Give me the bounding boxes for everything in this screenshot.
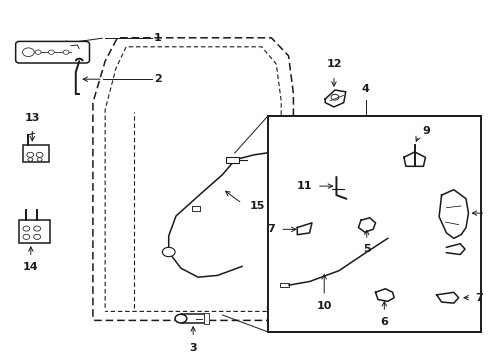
Circle shape	[37, 158, 42, 161]
Circle shape	[28, 158, 33, 161]
Text: 3: 3	[189, 343, 197, 353]
Text: 4: 4	[361, 84, 369, 94]
Text: 5: 5	[362, 244, 370, 255]
Circle shape	[35, 50, 41, 54]
Text: 11: 11	[296, 181, 311, 191]
Bar	[267, 116, 480, 332]
Text: 2: 2	[154, 74, 162, 84]
FancyBboxPatch shape	[16, 41, 89, 63]
Text: 12: 12	[325, 59, 341, 69]
Circle shape	[63, 50, 69, 54]
Circle shape	[36, 152, 43, 157]
Text: 13: 13	[24, 113, 40, 123]
Text: 10: 10	[316, 301, 331, 311]
Bar	[280, 283, 288, 287]
Circle shape	[175, 314, 186, 323]
Bar	[23, 145, 49, 162]
Bar	[19, 220, 50, 243]
Bar	[181, 314, 205, 323]
Text: 1: 1	[154, 33, 162, 43]
Text: 7: 7	[474, 293, 482, 303]
Circle shape	[23, 234, 30, 239]
Text: 15: 15	[249, 201, 264, 211]
Text: 14: 14	[23, 262, 39, 272]
Circle shape	[23, 226, 30, 231]
Text: 7: 7	[267, 224, 275, 234]
Bar	[203, 313, 208, 324]
Circle shape	[34, 226, 41, 231]
Circle shape	[27, 152, 34, 157]
Circle shape	[330, 94, 338, 100]
Text: 9: 9	[421, 126, 429, 136]
Bar	[191, 206, 199, 211]
Circle shape	[22, 48, 34, 57]
Circle shape	[34, 234, 41, 239]
Circle shape	[48, 50, 54, 54]
Circle shape	[162, 247, 175, 257]
Text: 6: 6	[380, 317, 387, 327]
Bar	[226, 157, 238, 163]
